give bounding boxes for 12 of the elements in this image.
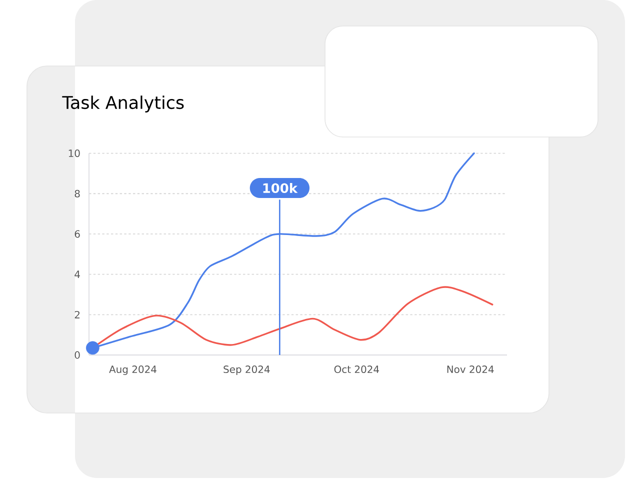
x-tick-label: Aug 2024 xyxy=(109,366,156,375)
x-tick-label: Sep 2024 xyxy=(224,366,270,375)
x-tick-label: Nov 2024 xyxy=(447,366,494,374)
y-tick-label: 6 xyxy=(74,230,80,238)
y-tick-label: 2 xyxy=(74,310,80,318)
y-tick-label: 10 xyxy=(68,150,80,158)
y-tick-label: 8 xyxy=(74,190,80,198)
y-tick-label: 0 xyxy=(74,351,80,359)
y-tick-label: 4 xyxy=(74,270,80,278)
chart-title: Task Analytics xyxy=(62,96,184,112)
ref-line-label: 100k xyxy=(263,182,298,194)
x-tick-label: Oct 2024 xyxy=(334,366,379,374)
